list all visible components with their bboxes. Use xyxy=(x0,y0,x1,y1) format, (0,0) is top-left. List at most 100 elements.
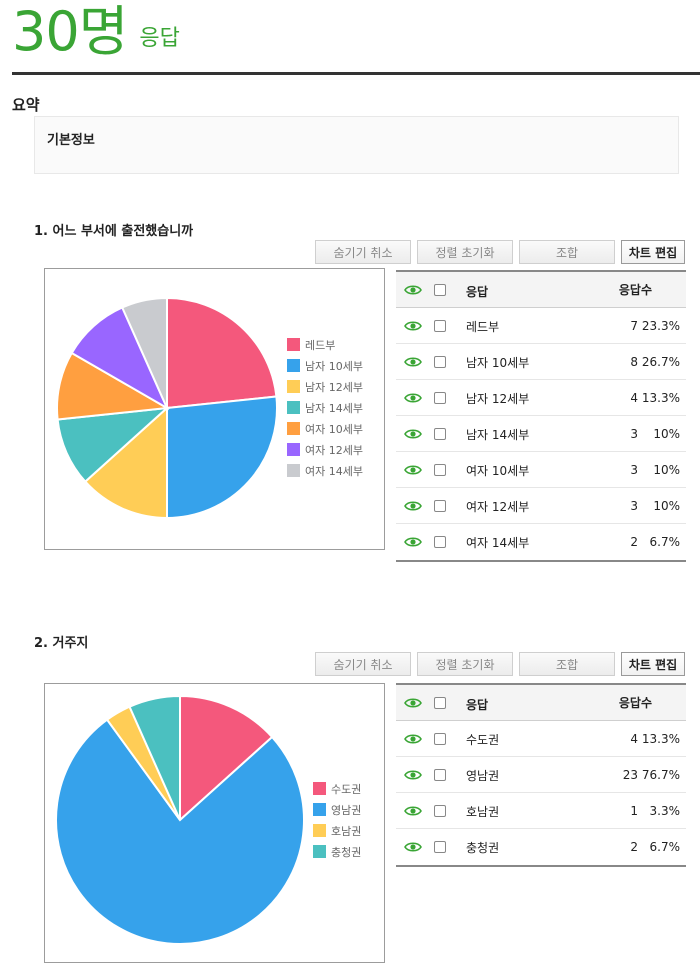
basic-info-box[interactable]: 기본정보 xyxy=(34,116,679,174)
legend-label[interactable]: 충청권 xyxy=(331,846,361,859)
eye-icon[interactable] xyxy=(404,320,422,332)
legend-label[interactable]: 영남권 xyxy=(331,804,361,817)
question-1-title: 1. 어느 부서에 출전했습니까 xyxy=(34,224,194,239)
legend-swatch[interactable] xyxy=(287,380,300,393)
response-count-value: 7 xyxy=(630,318,638,333)
eye-icon[interactable] xyxy=(404,428,422,440)
legend-swatch[interactable] xyxy=(313,782,326,795)
legend-swatch[interactable] xyxy=(313,845,326,858)
row-checkbox[interactable] xyxy=(434,768,446,781)
eye-icon[interactable] xyxy=(404,697,422,709)
row-checkbox[interactable] xyxy=(434,536,446,548)
legend-label[interactable]: 수도권 xyxy=(331,783,361,796)
combine-button[interactable]: 조합 xyxy=(519,240,615,264)
row-checkbox[interactable] xyxy=(434,499,446,512)
response-percent-value: 26.7% xyxy=(641,354,680,369)
pie-slice[interactable] xyxy=(55,718,305,945)
eye-icon[interactable] xyxy=(404,733,422,745)
select-all-checkbox[interactable] xyxy=(434,283,446,296)
row-checkbox[interactable] xyxy=(434,463,446,476)
unhide-button[interactable]: 숨기기 취소 xyxy=(315,240,411,264)
legend-label[interactable]: 여자 10세부 xyxy=(305,423,363,436)
question-1-table: 응답 응답수 레드부 7 23.3% 남자 10세부 8 26.7% 남자 12세부 4 13.3%… xyxy=(396,270,686,562)
legend-label[interactable]: 여자 12세부 xyxy=(305,444,363,457)
response-count-value: 3 xyxy=(630,426,638,441)
response-percent-value: 76.7% xyxy=(641,767,680,782)
eye-icon[interactable] xyxy=(404,536,422,548)
unhide-button[interactable]: 숨기기 취소 xyxy=(315,652,411,676)
response-count-value: 4 xyxy=(630,390,638,405)
legend-label[interactable]: 호남권 xyxy=(331,825,361,838)
legend-label[interactable]: 남자 12세부 xyxy=(305,381,363,394)
select-all-checkbox[interactable] xyxy=(434,696,446,709)
summary-title: 요약 xyxy=(12,96,40,114)
legend-swatch[interactable] xyxy=(287,359,300,372)
legend-label[interactable]: 남자 10세부 xyxy=(305,360,363,373)
legend-swatch[interactable] xyxy=(287,338,300,351)
legend-swatch[interactable] xyxy=(287,422,300,435)
table-header-row: 응답 응답수 xyxy=(396,685,686,721)
reset-sort-button[interactable]: 정렬 초기화 xyxy=(417,652,513,676)
response-percent-value: 6.7% xyxy=(649,535,681,549)
pie-slice[interactable] xyxy=(128,694,181,821)
eye-icon[interactable] xyxy=(404,356,422,368)
response-percent-value: 13.3% xyxy=(641,731,680,746)
legend-label[interactable]: 레드부 xyxy=(305,339,335,352)
response-percent-value: 10% xyxy=(653,426,680,441)
response-label: 남자 10세부 xyxy=(466,356,530,370)
edit-chart-button[interactable]: 차트 편집 xyxy=(621,652,685,676)
table-row: 남자 12세부 4 13.3% xyxy=(396,380,686,416)
table-row: 여자 14세부 2 6.7% xyxy=(396,524,686,560)
table-row: 영남권 23 76.7% xyxy=(396,757,686,793)
response-column-header: 응답 xyxy=(466,698,489,712)
eye-icon[interactable] xyxy=(404,464,422,476)
legend-swatch[interactable] xyxy=(287,464,300,477)
eye-icon[interactable] xyxy=(404,500,422,512)
row-checkbox[interactable] xyxy=(434,841,446,853)
table-row: 남자 14세부 3 10% xyxy=(396,416,686,452)
question-2-title: 2. 거주지 xyxy=(34,636,89,651)
response-percent-value: 13.3% xyxy=(641,390,680,405)
response-count-value: 23 xyxy=(622,767,638,782)
response-label: 호남권 xyxy=(466,805,500,819)
reset-sort-button[interactable]: 정렬 초기화 xyxy=(417,240,513,264)
response-percent-value: 6.7% xyxy=(649,840,681,854)
legend-swatch[interactable] xyxy=(313,824,326,837)
row-checkbox[interactable] xyxy=(434,427,446,440)
response-percent-value: 23.3% xyxy=(641,318,680,333)
legend-label[interactable]: 여자 14세부 xyxy=(305,465,363,478)
combine-button[interactable]: 조합 xyxy=(519,652,615,676)
response-count-value: 3 xyxy=(630,462,638,477)
response-label: 남자 14세부 xyxy=(466,428,530,442)
edit-chart-button[interactable]: 차트 편집 xyxy=(621,240,685,264)
pie-slice[interactable] xyxy=(83,405,168,520)
response-count-value: 8 xyxy=(630,354,638,369)
pie-slice[interactable] xyxy=(120,296,168,409)
pie-slice[interactable] xyxy=(179,694,274,823)
pie-slice[interactable] xyxy=(166,395,278,520)
eye-icon[interactable] xyxy=(404,805,422,817)
eye-icon[interactable] xyxy=(404,392,422,404)
row-checkbox[interactable] xyxy=(434,355,446,368)
pie-slice[interactable] xyxy=(166,296,278,410)
row-checkbox[interactable] xyxy=(434,732,446,745)
table-row: 레드부 7 23.3% xyxy=(396,308,686,344)
eye-icon[interactable] xyxy=(404,284,422,296)
row-checkbox[interactable] xyxy=(434,319,446,332)
row-checkbox[interactable] xyxy=(434,804,446,817)
legend-swatch[interactable] xyxy=(313,803,326,816)
eye-icon[interactable] xyxy=(404,841,422,853)
eye-icon[interactable] xyxy=(404,769,422,781)
table-row: 남자 10세부 8 26.7% xyxy=(396,344,686,380)
response-header: 30명 응답 xyxy=(12,0,180,60)
legend-label[interactable]: 남자 14세부 xyxy=(305,402,363,415)
row-checkbox[interactable] xyxy=(434,391,446,404)
legend-swatch[interactable] xyxy=(287,443,300,456)
legend-swatch[interactable] xyxy=(287,401,300,414)
response-label: 여자 14세부 xyxy=(466,536,530,550)
response-unit: 응답 xyxy=(139,26,180,51)
